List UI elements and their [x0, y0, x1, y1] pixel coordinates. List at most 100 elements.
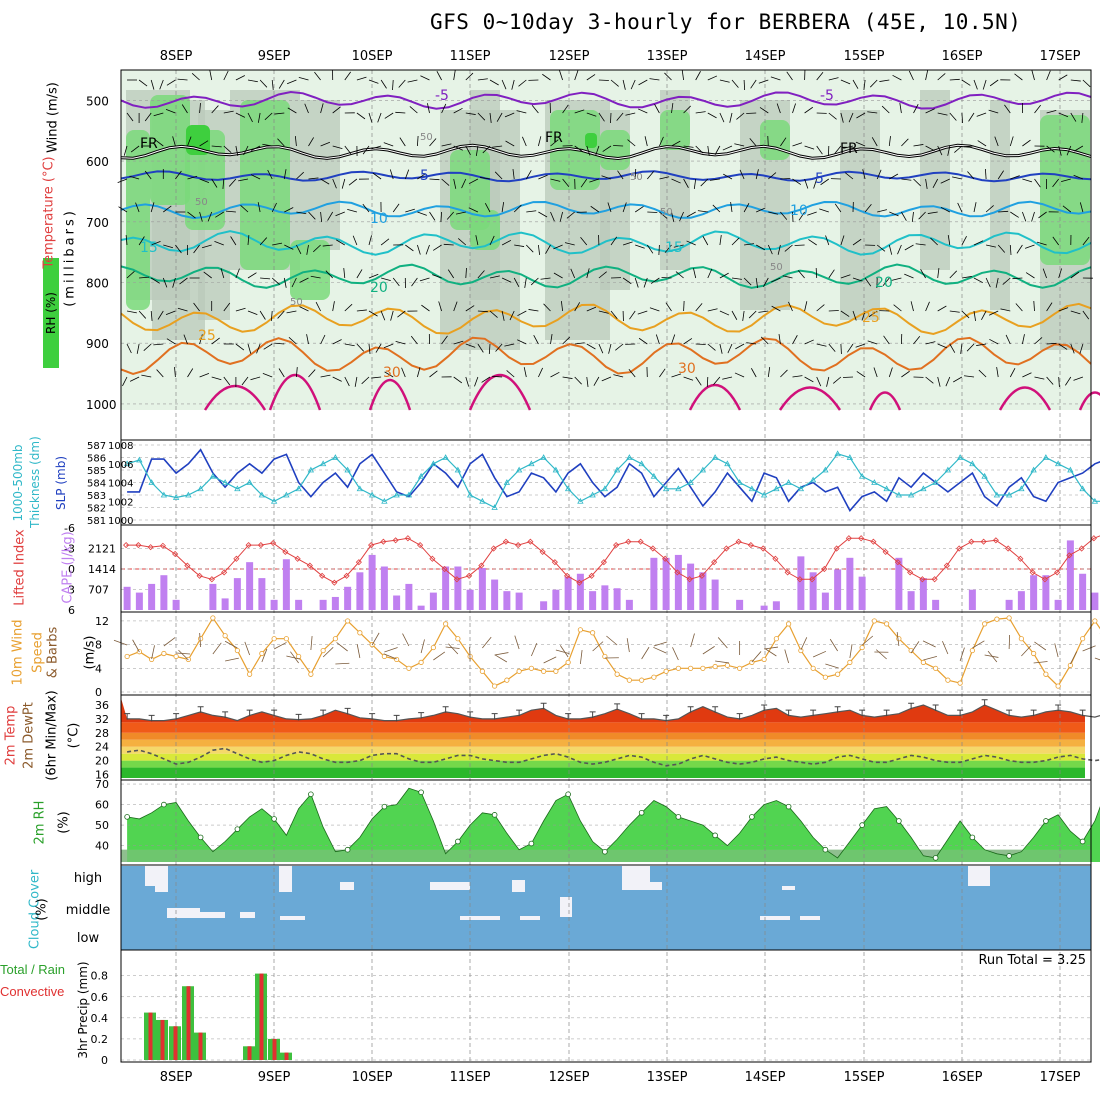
thickness-point: [540, 454, 547, 460]
wind-tick-label: 0: [95, 686, 102, 699]
cape-bar: [613, 588, 621, 610]
cape-bar: [968, 589, 976, 610]
chart-title: GFS 0~10day 3-hourly for BERBERA (45E, 1…: [430, 10, 1022, 34]
upper-wind-barb: [207, 211, 213, 222]
upper-wind-barb: [468, 178, 479, 185]
temp-maxmin-tick: [1030, 709, 1037, 717]
upper-wind-barb: [344, 303, 353, 312]
upper-wind-barb: [228, 178, 237, 187]
upper-wind-barb: [151, 241, 161, 246]
upper-wind-barb: [1034, 337, 1043, 345]
upper-wind-barb: [610, 236, 618, 246]
lifted-index-point: [368, 542, 375, 549]
temp-tick-label: 32: [95, 713, 109, 726]
label-convective: Convective: [0, 984, 65, 999]
upper-wind-barb: [429, 178, 440, 181]
upper-wind-barb: [553, 244, 563, 250]
wind-barb: [514, 635, 520, 650]
temp-maxmin-tick: [369, 713, 376, 720]
upper-wind-barb: [815, 267, 818, 279]
upper-wind-barb: [713, 376, 721, 385]
upper-wind-barb: [819, 208, 829, 213]
upper-wind-barb: [562, 336, 571, 345]
upper-wind-barb: [517, 339, 527, 345]
wind-speed-point: [810, 665, 816, 671]
freezing-level-inner: [120, 144, 1092, 160]
cape-bar: [932, 599, 940, 610]
wind-barb: [1094, 657, 1100, 661]
date-label-top: 15SEP: [844, 49, 885, 64]
lifted-index-point: [894, 559, 901, 566]
upper-wind-barb: [863, 79, 866, 90]
upper-wind-barb: [768, 211, 779, 215]
upper-wind-barb: [398, 79, 406, 88]
upper-wind-barb: [163, 244, 174, 249]
upper-wind-barb: [250, 174, 261, 180]
upper-wind-barb: [155, 139, 164, 147]
thickness-point: [283, 491, 290, 498]
upper-wind-barb: [344, 376, 350, 387]
temp-tick-label: 16: [95, 769, 109, 782]
upper-wind-barb: [601, 175, 612, 180]
lifted-index-point: [674, 569, 681, 576]
upper-wind-barb: [610, 112, 612, 124]
upper-wind-barb: [627, 139, 636, 147]
thickness-point: [834, 450, 841, 457]
upper-wind-barb: [883, 335, 890, 345]
upper-wind-barb: [523, 367, 527, 378]
lifted-index-point: [159, 542, 166, 549]
upper-wind-barb: [574, 376, 582, 385]
upper-wind-barb: [888, 136, 891, 147]
upper-wind-barb: [755, 277, 758, 288]
cape-bar: [1054, 599, 1062, 610]
upper-wind-barb: [947, 145, 951, 156]
lifted-index-point: [294, 555, 301, 562]
upper-wind-barb: [286, 79, 297, 85]
upper-wind-barb: [590, 205, 600, 213]
wind-tick-label: 4: [95, 662, 102, 675]
upper-wind-barb: [220, 268, 225, 279]
upper-wind-barb: [937, 305, 947, 312]
upper-wind-barb: [325, 270, 333, 279]
upper-wind-barb: [804, 106, 814, 114]
upper-wind-barb: [286, 310, 297, 314]
cape-bar: [393, 595, 401, 610]
upper-wind-barb: [371, 376, 382, 379]
temp-maxmin-tick: [932, 704, 939, 711]
cape-bar: [552, 589, 560, 610]
cape-bar: [687, 563, 695, 610]
date-label-bottom: 16SEP: [942, 1070, 983, 1085]
upper-wind-barb: [997, 244, 1006, 253]
upper-wind-barb: [719, 272, 729, 279]
upper-wind-barb: [613, 374, 624, 378]
upper-wind-barb: [665, 302, 672, 312]
upper-wind-barb: [517, 310, 527, 317]
upper-wind-barb: [989, 338, 999, 345]
wind-barb: [812, 650, 827, 658]
wind-speed-point: [1080, 636, 1086, 642]
thickness-point: [650, 472, 658, 479]
upper-wind-barb: [693, 268, 697, 279]
upper-wind-barb: [287, 107, 297, 114]
thickness-point: [699, 466, 707, 473]
upper-wind-barb: [1046, 302, 1053, 312]
thickness-point: [907, 491, 915, 498]
upper-wind-barb: [598, 271, 607, 279]
upper-wind-barb: [247, 79, 258, 83]
upper-wind-barb: [758, 310, 769, 313]
upper-wind-barb: [259, 310, 266, 320]
cape-bar: [405, 583, 413, 610]
rh-lower-overlay: [121, 849, 1091, 862]
lifted-index-point: [1054, 569, 1061, 576]
temp-maxmin-tick: [173, 713, 180, 720]
isotherm-label: 20: [875, 275, 893, 291]
upper-wind-barb: [492, 145, 503, 148]
upper-wind-barb: [973, 240, 984, 246]
upper-wind-barb: [299, 306, 309, 312]
upper-wind-barb: [901, 178, 912, 181]
thickness-series-line: [126, 453, 1100, 509]
upper-wind-barb: [920, 269, 926, 279]
upper-wind-barb: [407, 79, 418, 83]
upper-wind-barb: [913, 144, 924, 147]
lifted-index-point: [698, 572, 705, 579]
